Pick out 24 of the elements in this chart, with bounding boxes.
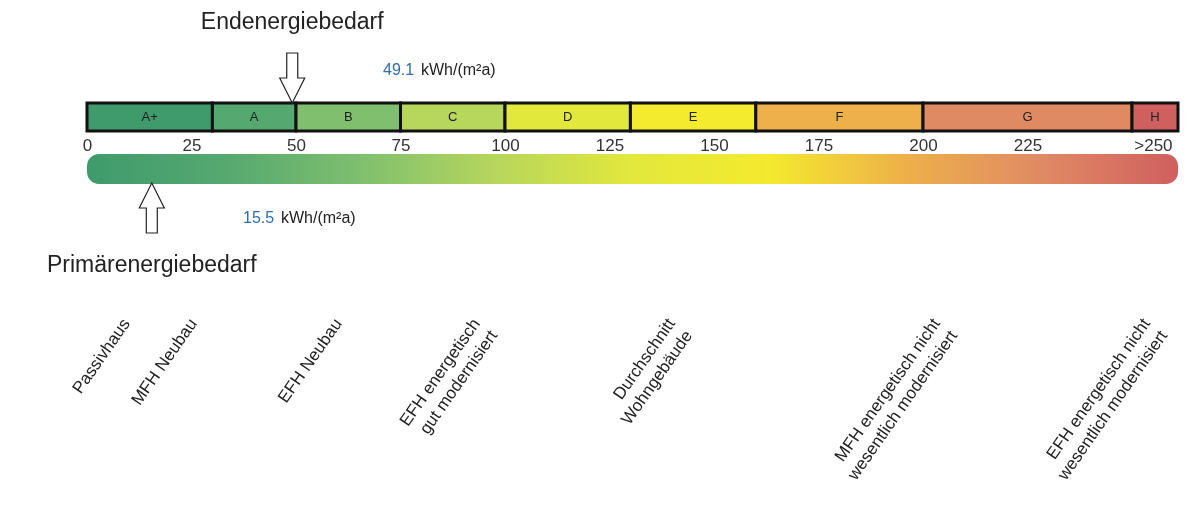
x-tick-label: 0: [82, 135, 93, 155]
x-tick-label: 200: [909, 135, 938, 155]
x-tick-label: 25: [182, 135, 202, 155]
x-tick-label: 125: [595, 135, 625, 155]
ref-line-label: Primärenergiebedarf: [46, 251, 258, 277]
x-tick-label: 175: [804, 135, 834, 155]
series-label: E: [688, 109, 698, 124]
x-tick-label: >250: [1134, 135, 1173, 155]
x-tick-label: 150: [700, 135, 729, 155]
series-label: C: [448, 109, 458, 124]
x-tick-label: 225: [1013, 135, 1043, 155]
x-tick-label: 75: [391, 135, 411, 155]
x-tick-label: 100: [491, 135, 520, 155]
x-tick-label: 50: [287, 135, 306, 155]
series-label: F: [835, 109, 844, 124]
series-label: A+: [141, 109, 158, 124]
series-label: A: [249, 109, 259, 124]
series-label: B: [343, 109, 353, 124]
series-label: D: [563, 109, 573, 124]
text: 49.1 kWh/(m²a): [383, 61, 496, 78]
series-label: H: [1150, 109, 1160, 124]
text: 15.5 kWh/(m²a): [243, 209, 356, 226]
series-label: G: [1022, 109, 1033, 124]
ref-line-label: Endenergiebedarf: [200, 8, 385, 34]
